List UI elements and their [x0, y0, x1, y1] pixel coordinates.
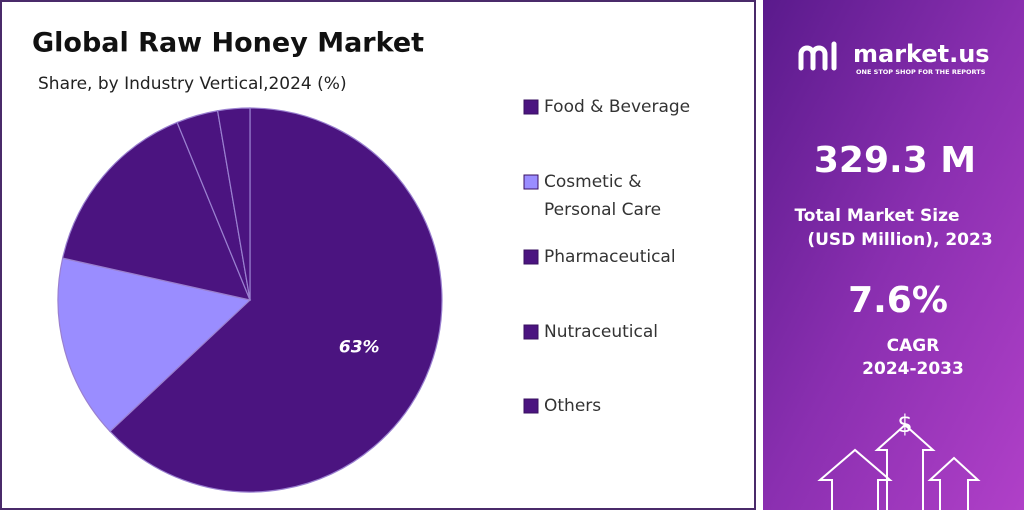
- info-panel: [763, 0, 1024, 510]
- cagr-period: 2024-2033: [862, 359, 964, 379]
- legend-swatch: [523, 398, 539, 414]
- market-size-label: (USD Million), 2023: [807, 230, 992, 250]
- legend-label: Cosmetic & Personal Care: [544, 172, 661, 220]
- brand-name: market.us: [853, 40, 990, 68]
- legend-label: Pharmaceutical: [544, 247, 676, 267]
- legend-label: Nutraceutical: [544, 322, 658, 342]
- pie-slice: [109, 107, 443, 493]
- pie: 63%: [57, 107, 443, 493]
- market-size-label: Total Market Size: [794, 206, 959, 226]
- legend-swatch: [523, 249, 539, 265]
- brand-logo: [798, 41, 837, 71]
- growth-arrows: [817, 423, 981, 510]
- cagr-value: 7.6%: [848, 280, 948, 321]
- chart-title: Global Raw Honey Market: [32, 28, 424, 59]
- legend-swatch: [523, 174, 539, 190]
- chart-subtitle: Share, by Industry Vertical,2024 (%): [38, 74, 347, 94]
- pie-slice: [216, 107, 251, 301]
- legend: Food & Beverage Cosmetic & Personal Care Ph…: [523, 97, 690, 416]
- legend-swatch: [523, 99, 539, 115]
- legend-swatch: [523, 324, 539, 340]
- cagr-label: CAGR: [887, 336, 940, 356]
- legend-label: Food & Beverage: [544, 97, 690, 117]
- slice-label: 63%: [339, 337, 380, 357]
- legend-label: Others: [544, 396, 601, 416]
- brand-tagline: ONE STOP SHOP FOR THE REPORTS: [856, 68, 986, 76]
- pie-slice: [61, 121, 251, 301]
- pie-slice: [57, 257, 252, 433]
- market-size: 329.3 M: [814, 140, 976, 181]
